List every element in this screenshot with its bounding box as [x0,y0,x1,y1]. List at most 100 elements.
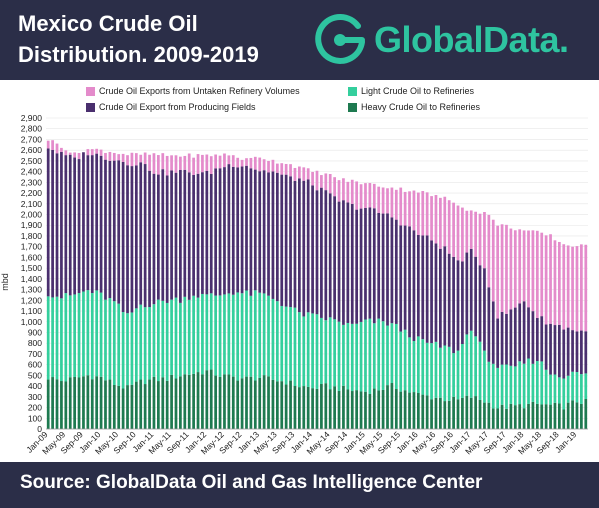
bar-heavy-crude [416,392,420,429]
chart-legend: Crude Oil Exports from Untaken Refinery … [86,82,566,116]
bar-light-crude [306,312,310,387]
bar-light-crude [430,343,433,400]
bar-producing-fields [580,330,583,375]
bar-untaken-refinery [209,156,213,174]
bar-producing-fields [403,225,407,330]
bar-untaken-refinery [245,158,248,166]
bar-light-crude [82,291,85,377]
bar-producing-fields [342,200,345,325]
bar-untaken-refinery [280,163,284,175]
bar-heavy-crude [90,379,94,429]
chart-title: Mexico Crude Oil Distribution. 2009-2019 [18,8,318,70]
bar-heavy-crude [469,397,473,429]
bar-untaken-refinery [474,211,477,257]
bar-heavy-crude [483,402,486,429]
bar-untaken-refinery [139,154,143,163]
bar-heavy-crude [527,403,530,429]
bar-light-crude [456,350,460,400]
bar-producing-fields [258,171,262,293]
bar-heavy-crude [412,392,416,429]
bar-light-crude [443,345,447,402]
bar-producing-fields [306,179,310,313]
bar-heavy-crude [249,376,253,429]
bar-producing-fields [566,327,570,376]
legend-label-heavy: Heavy Crude Oil to Refineries [361,102,481,112]
bar-untaken-refinery [575,246,579,332]
bar-heavy-crude [108,379,112,429]
bar-heavy-crude [584,398,588,429]
bar-producing-fields [271,171,275,299]
bar-producing-fields [60,151,63,299]
bar-heavy-crude [245,376,248,429]
bar-heavy-crude [359,391,363,429]
bar-light-crude [509,365,513,404]
bar-untaken-refinery [399,187,403,226]
bar-untaken-refinery [359,184,363,209]
bar-producing-fields [540,316,544,362]
bar-light-crude [394,323,398,390]
footer-banner: Source: GlobalData Oil and Gas Intellige… [0,462,599,508]
bar-light-crude [223,294,226,375]
x-axis: Jan-09May-09Sep-09Jan-10May-10Sep-10Jan-… [24,428,588,456]
bar-producing-fields [478,265,482,342]
y-tick-label: 300 [28,392,42,402]
bar-light-crude [562,378,566,410]
bar-light-crude [540,361,544,405]
bar-producing-fields [483,268,486,351]
bar-light-crude [161,300,165,378]
y-tick-label: 400 [28,381,42,391]
bar-untaken-refinery [315,170,319,191]
globaldata-logo-icon [315,14,365,64]
bar-producing-fields [302,180,306,317]
bar-heavy-crude [540,404,544,429]
bar-heavy-crude [513,405,517,429]
bar-untaken-refinery [452,202,455,257]
bar-heavy-crude [518,404,522,429]
bar-heavy-crude [99,376,103,429]
bar-light-crude [73,294,77,377]
legend-swatch-untaken [86,86,95,96]
bar-light-crude [518,361,522,405]
bar-untaken-refinery [478,213,482,266]
bar-producing-fields [324,190,328,321]
bar-light-crude [461,344,464,398]
bar-heavy-crude [293,386,297,429]
bar-producing-fields [104,159,107,300]
bar-light-crude [240,293,244,379]
bar-light-crude [315,314,319,389]
bar-heavy-crude [262,375,266,429]
bar-producing-fields [245,165,248,291]
bar-untaken-refinery [549,234,552,324]
bar-light-crude [465,334,469,396]
bar-untaken-refinery [342,178,345,201]
bar-untaken-refinery [258,157,262,172]
bar-producing-fields [64,155,68,294]
bar-untaken-refinery [311,171,314,186]
bar-untaken-refinery [183,155,187,170]
y-tick-label: 1,500 [21,263,43,273]
y-axis: 01002003004005006007008009001,0001,1001,… [21,113,43,434]
bar-heavy-crude [333,386,336,429]
bar-heavy-crude [240,378,244,429]
bar-light-crude [571,371,574,401]
bar-heavy-crude [196,372,200,429]
bar-heavy-crude [284,384,288,429]
bar-producing-fields [518,303,522,362]
bar-untaken-refinery [179,156,182,170]
bar-producing-fields [505,313,508,365]
bar-producing-fields [95,153,99,291]
bar-untaken-refinery [73,152,77,158]
bar-heavy-crude [421,394,425,429]
bar-heavy-crude [381,389,385,429]
bar-heavy-crude [531,401,535,429]
bar-light-crude [51,297,54,378]
bar-untaken-refinery [174,155,178,173]
bar-light-crude [249,295,253,377]
bar-producing-fields [487,287,491,362]
bar-heavy-crude [447,400,451,429]
bar-untaken-refinery [447,200,451,254]
bar-producing-fields [139,162,143,305]
bar-light-crude [584,373,588,399]
bar-light-crude [275,301,279,382]
bar-producing-fields [126,165,129,314]
